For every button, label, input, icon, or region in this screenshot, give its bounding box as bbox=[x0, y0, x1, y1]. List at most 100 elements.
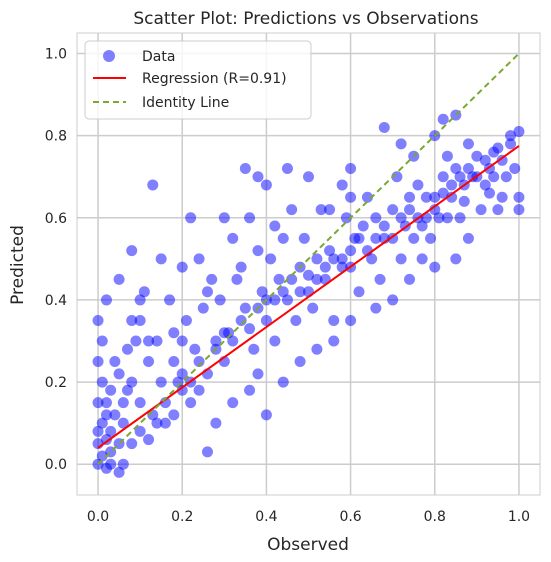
data-point bbox=[109, 409, 121, 421]
legend-box bbox=[84, 40, 312, 120]
data-point bbox=[437, 187, 449, 199]
data-point bbox=[180, 314, 192, 326]
data-point bbox=[425, 232, 437, 244]
data-point bbox=[122, 384, 134, 396]
data-point bbox=[92, 425, 104, 437]
data-point bbox=[260, 409, 272, 421]
data-point bbox=[168, 356, 180, 368]
data-point bbox=[471, 150, 483, 162]
data-point bbox=[505, 130, 517, 142]
data-point bbox=[260, 314, 272, 326]
y-tick-label: 0.6 bbox=[45, 211, 67, 227]
data-point bbox=[311, 253, 323, 265]
data-point bbox=[353, 286, 365, 298]
data-point bbox=[244, 212, 256, 224]
y-tick-label: 1.0 bbox=[45, 47, 67, 63]
data-point bbox=[462, 163, 474, 175]
data-point bbox=[324, 245, 336, 257]
data-point bbox=[315, 204, 327, 216]
data-point bbox=[370, 212, 382, 224]
data-point bbox=[117, 458, 129, 470]
data-point bbox=[134, 294, 146, 306]
data-point bbox=[404, 273, 416, 285]
data-point bbox=[201, 446, 213, 458]
data-point bbox=[294, 286, 306, 298]
data-point bbox=[92, 397, 104, 409]
legend-label-data: Data bbox=[142, 49, 175, 65]
data-point bbox=[429, 191, 441, 203]
data-point bbox=[126, 376, 138, 388]
data-point bbox=[404, 191, 416, 203]
data-point bbox=[227, 397, 239, 409]
data-point bbox=[311, 343, 323, 355]
data-point bbox=[134, 397, 146, 409]
data-point bbox=[345, 191, 357, 203]
data-point bbox=[185, 397, 197, 409]
data-point bbox=[210, 417, 222, 429]
data-point bbox=[143, 434, 155, 446]
data-point bbox=[176, 335, 188, 347]
data-point bbox=[235, 261, 247, 273]
data-point bbox=[311, 273, 323, 285]
data-point bbox=[193, 253, 205, 265]
data-point bbox=[366, 253, 378, 265]
data-point bbox=[324, 204, 336, 216]
data-point bbox=[488, 146, 500, 158]
data-point bbox=[496, 154, 508, 166]
data-point bbox=[218, 212, 230, 224]
data-point bbox=[437, 171, 449, 183]
data-point bbox=[328, 253, 340, 265]
data-point bbox=[105, 425, 117, 437]
data-point bbox=[244, 384, 256, 396]
data-point bbox=[143, 335, 155, 347]
data-point bbox=[412, 179, 424, 191]
data-point bbox=[462, 232, 474, 244]
data-point bbox=[164, 294, 176, 306]
data-point bbox=[408, 232, 420, 244]
data-point bbox=[374, 273, 386, 285]
data-point bbox=[450, 253, 462, 265]
data-point bbox=[370, 232, 382, 244]
y-tick-label: 0.0 bbox=[45, 457, 67, 473]
data-point bbox=[197, 302, 209, 314]
data-point bbox=[277, 286, 289, 298]
data-point bbox=[328, 314, 340, 326]
data-point bbox=[210, 335, 222, 347]
data-point bbox=[416, 220, 428, 232]
data-point bbox=[277, 376, 289, 388]
data-point bbox=[138, 286, 150, 298]
data-point bbox=[395, 212, 407, 224]
data-point bbox=[126, 245, 138, 257]
data-point bbox=[273, 273, 285, 285]
data-point bbox=[353, 232, 365, 244]
data-point bbox=[475, 204, 487, 216]
data-point bbox=[446, 179, 458, 191]
data-point bbox=[345, 314, 357, 326]
data-point bbox=[248, 343, 260, 355]
data-point bbox=[513, 191, 525, 203]
data-point bbox=[395, 138, 407, 150]
data-point bbox=[117, 417, 129, 429]
data-point bbox=[513, 126, 525, 138]
data-point bbox=[155, 253, 167, 265]
data-point bbox=[218, 327, 230, 339]
data-point bbox=[105, 458, 117, 470]
data-point bbox=[176, 368, 188, 380]
data-point bbox=[117, 397, 129, 409]
x-axis-ticks: 0.0 0.2 0.4 0.6 0.8 1.0 bbox=[87, 509, 530, 525]
data-point bbox=[454, 171, 466, 183]
data-point bbox=[109, 356, 121, 368]
data-point bbox=[256, 286, 268, 298]
data-point bbox=[488, 171, 500, 183]
data-point bbox=[286, 204, 298, 216]
data-point bbox=[429, 204, 441, 216]
data-point bbox=[416, 253, 428, 265]
data-point bbox=[260, 179, 272, 191]
data-point bbox=[361, 191, 373, 203]
data-point bbox=[113, 466, 125, 478]
data-point bbox=[446, 191, 458, 203]
data-point bbox=[151, 335, 163, 347]
data-point bbox=[122, 343, 134, 355]
data-point bbox=[265, 253, 277, 265]
